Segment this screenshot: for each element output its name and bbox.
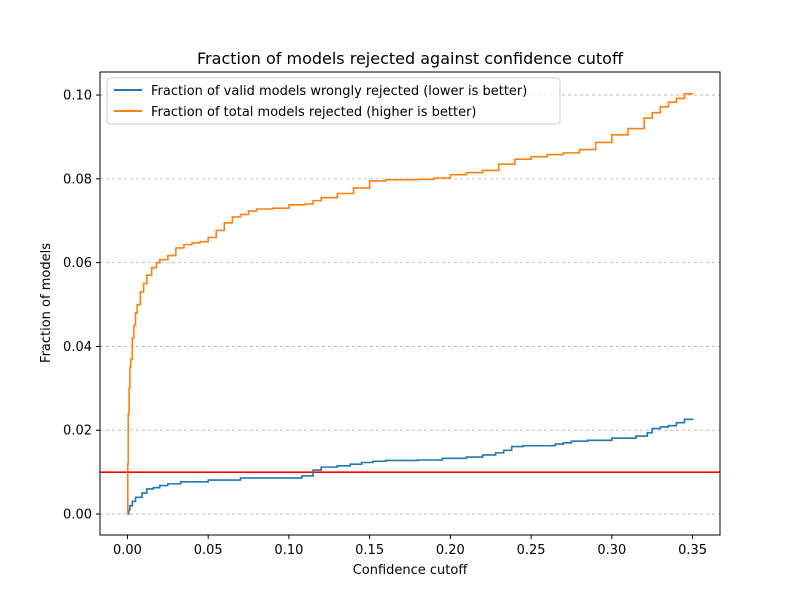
y-tick-label: 0.10 [63, 89, 92, 104]
legend-label-valid-models: Fraction of valid models wrongly rejecte… [151, 84, 527, 99]
y-tick-label: 0.08 [63, 172, 92, 187]
x-tick-label: 0.05 [194, 543, 223, 558]
y-tick-label: 0.02 [63, 424, 92, 439]
x-ticks: 0.00 0.05 0.10 0.15 0.20 0.25 0.30 0.35 [113, 535, 707, 558]
x-tick-label: 0.10 [274, 543, 303, 558]
x-tick-label: 0.25 [517, 543, 546, 558]
x-tick-label: 0.35 [678, 543, 707, 558]
chart-title: Fraction of models rejected against conf… [197, 49, 624, 68]
x-tick-label: 0.15 [355, 543, 384, 558]
x-tick-label: 0.30 [597, 543, 626, 558]
series-line-valid-models [127, 418, 694, 515]
y-ticks: 0.00 0.02 0.04 0.06 0.08 0.10 [63, 89, 100, 523]
y-axis-label: Fraction of models [39, 243, 54, 363]
x-axis-label: Confidence cutoff [353, 563, 469, 578]
legend-box [106, 77, 561, 125]
legend-label-total-models: Fraction of total models rejected (highe… [151, 105, 477, 120]
y-tick-label: 0.04 [63, 340, 92, 355]
series-layer [126, 92, 694, 515]
legend: Fraction of valid models wrongly rejecte… [106, 77, 561, 125]
series-line-total-models [126, 92, 694, 515]
y-tick-label: 0.06 [63, 256, 92, 271]
y-tick-label: 0.00 [63, 508, 92, 523]
x-tick-label: 0.00 [113, 543, 142, 558]
x-tick-label: 0.20 [436, 543, 465, 558]
plot-frame [99, 71, 721, 536]
